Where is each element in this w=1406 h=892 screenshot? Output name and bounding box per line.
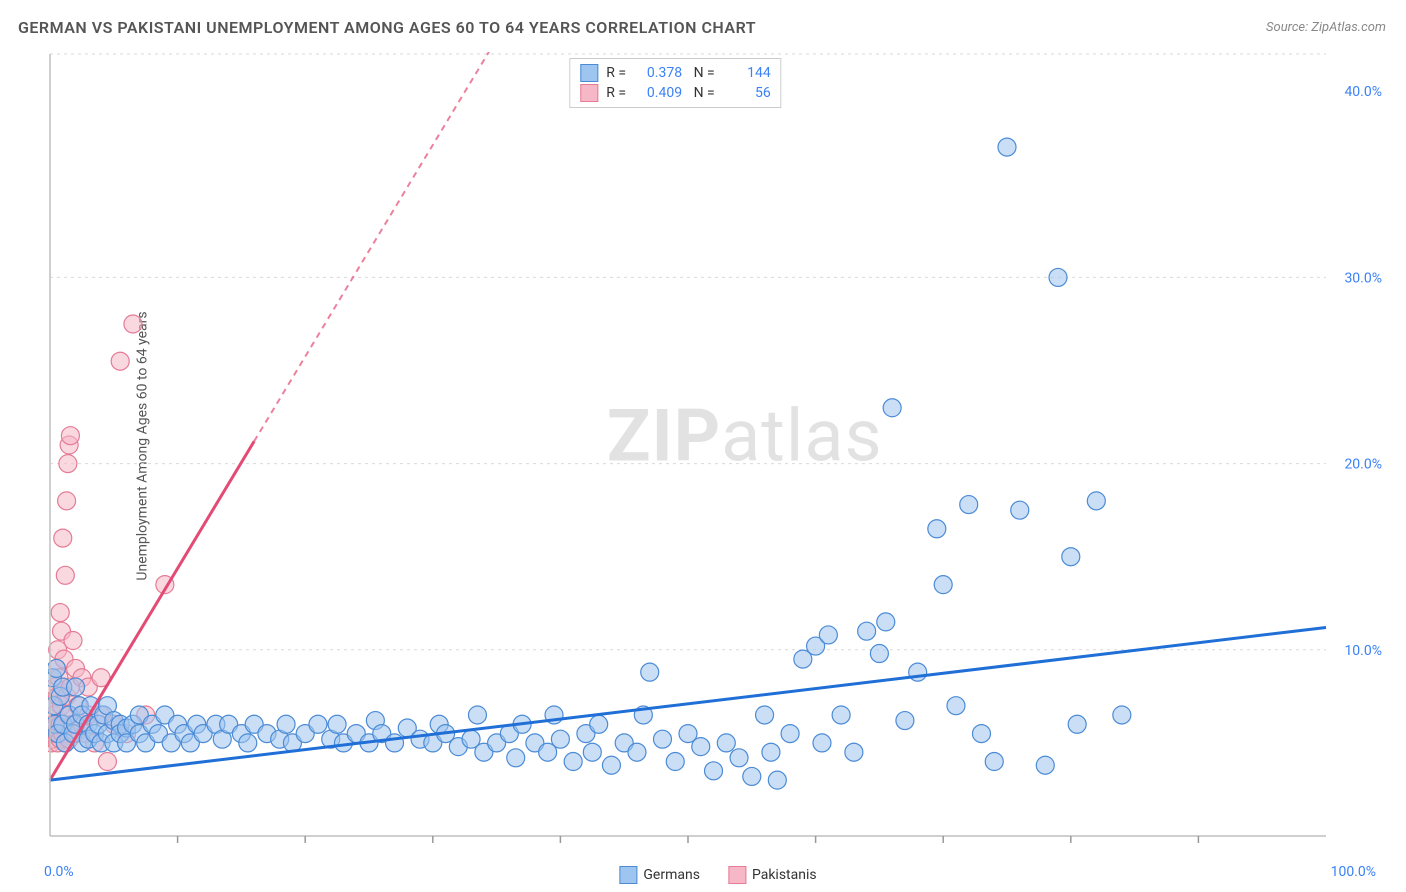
svg-text:30.0%: 30.0%	[1344, 270, 1382, 286]
legend-swatch-germans	[619, 866, 637, 884]
legend-label: Germans	[643, 867, 700, 883]
source-credit: Source: ZipAtlas.com	[1266, 20, 1386, 35]
x-axis-max-label: 100.0%	[1331, 864, 1376, 880]
legend-label: Pakistanis	[752, 867, 817, 883]
legend-stats: R =0.378 N =144 R =0.409 N =56	[569, 58, 781, 108]
plot-area: ZIPatlas 10.0%20.0%30.0%40.0% R =0.378 N…	[48, 52, 1388, 852]
x-axis-min-label: 0.0%	[44, 864, 74, 880]
legend-series: Germans Pakistanis	[619, 866, 816, 884]
legend-swatch-pakistanis	[728, 866, 746, 884]
svg-text:40.0%: 40.0%	[1344, 84, 1382, 100]
legend-swatch-pakistanis	[580, 84, 598, 102]
chart-title: GERMAN VS PAKISTANI UNEMPLOYMENT AMONG A…	[18, 18, 756, 37]
legend-swatch-germans	[580, 64, 598, 82]
scatter-plot: 10.0% 20.0% 30.0% 40.0%	[48, 52, 1388, 852]
svg-text:10.0%: 10.0%	[1344, 643, 1382, 659]
svg-text:20.0%: 20.0%	[1344, 457, 1382, 473]
